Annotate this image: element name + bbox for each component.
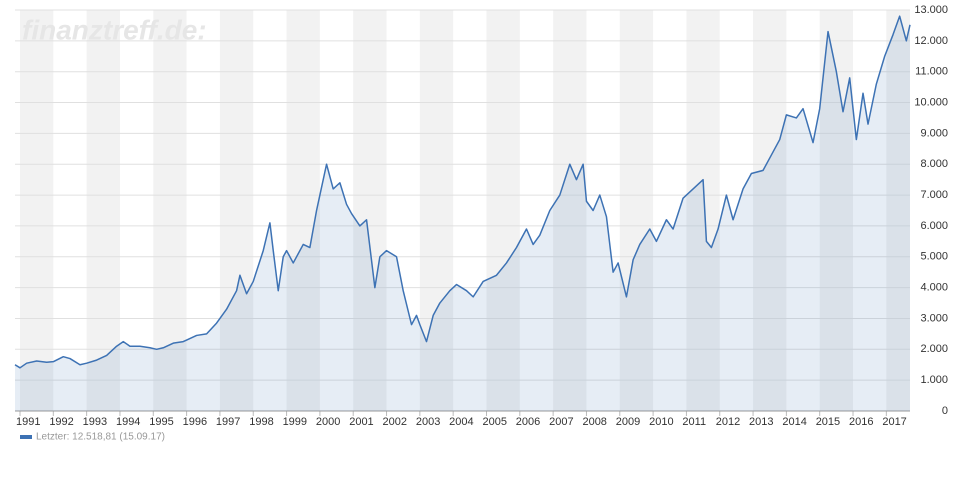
year-band [419, 10, 454, 411]
x-tick-label: 2015 [816, 416, 840, 428]
y-tick-label: 13.000 [914, 4, 948, 16]
y-tick-label: 7.000 [920, 189, 948, 201]
y-tick-label: 12.000 [914, 35, 948, 47]
year-band [819, 10, 854, 411]
y-tick-label: 0 [942, 405, 948, 417]
x-tick-label: 2000 [316, 416, 340, 428]
watermark: finanztreff.de: [22, 14, 207, 45]
x-tick-label: 1997 [216, 416, 240, 428]
year-band [553, 10, 587, 411]
x-tick-label: 2006 [516, 416, 540, 428]
x-tick-label: 2003 [416, 416, 440, 428]
x-tick-label: 2013 [749, 416, 773, 428]
x-tick-label: 2016 [849, 416, 873, 428]
year-band [619, 10, 654, 411]
x-tick-label: 2011 [682, 416, 706, 428]
x-tick-label: 2012 [716, 416, 740, 428]
y-tick-label: 1.000 [920, 374, 948, 386]
x-tick-label: 2002 [383, 416, 407, 428]
x-tick-label: 1993 [83, 416, 107, 428]
y-tick-label: 6.000 [920, 220, 948, 232]
x-tick-label: 1999 [283, 416, 307, 428]
x-tick-label: 1992 [49, 416, 73, 428]
x-tick-label: 2014 [782, 416, 806, 428]
year-band [19, 10, 54, 411]
legend-swatch [20, 435, 32, 439]
x-tick-label: 2005 [482, 416, 506, 428]
plot [14, 15, 911, 411]
year-band [686, 10, 720, 411]
y-tick-label: 5.000 [920, 251, 948, 263]
x-tick-label: 2007 [549, 416, 573, 428]
grid [15, 9, 910, 416]
x-tick-label: 1995 [149, 416, 173, 428]
area [15, 16, 910, 411]
year-band [286, 10, 320, 411]
x-tick-label: 2008 [582, 416, 606, 428]
x-tick-label: 1994 [116, 416, 140, 428]
y-tick-label: 3.000 [920, 312, 948, 324]
x-tick-label: 1998 [249, 416, 273, 428]
x-tick-label: 2004 [449, 416, 473, 428]
y-tick-label: 11.000 [915, 66, 948, 78]
x-tick-label: 2010 [649, 416, 673, 428]
y-tick-label: 9.000 [920, 127, 948, 139]
year-band [753, 10, 787, 411]
x-tick-label: 2001 [349, 416, 373, 428]
y-tick-label: 2.000 [920, 343, 948, 355]
x-tick-label: 1991 [16, 416, 40, 428]
legend-label: Letzter: 12.518,81 (15.09.17) [36, 432, 165, 443]
x-tick-label: 2009 [616, 416, 640, 428]
year-band [86, 10, 120, 411]
year-band [353, 10, 387, 411]
year-band [486, 10, 520, 411]
year-band [886, 10, 910, 411]
y-tick-label: 10.000 [914, 96, 948, 108]
y-tick-label: 8.000 [920, 158, 948, 170]
y-tick-label: 4.000 [920, 282, 948, 294]
x-tick-label: 1996 [183, 416, 207, 428]
line [14, 15, 911, 369]
year-bands [19, 10, 910, 411]
year-band [219, 10, 254, 411]
x-tick-label: 2017 [882, 416, 906, 428]
